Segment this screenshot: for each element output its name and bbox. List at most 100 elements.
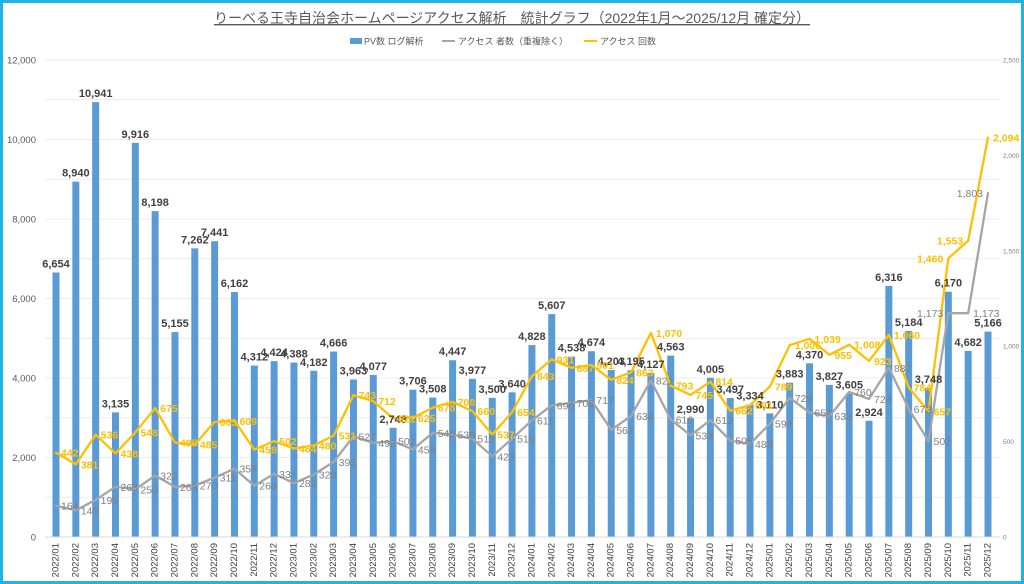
visitors-point [649,379,652,382]
visits-point [748,404,752,407]
x-axis-tick-label: 2024/06 [626,543,637,577]
visits-data-label: 678 [438,403,456,415]
pv-data-label: 2,924 [855,407,883,419]
pv-data-label: 3,508 [419,384,447,396]
visitors-data-label: 250 [140,484,158,496]
visits-point [510,411,514,414]
x-axis-tick-label: 2022/01 [51,543,62,577]
visitors-point [550,404,553,407]
visits-point [907,386,910,389]
visits-point [332,434,335,437]
pv-bar [568,356,576,537]
visitors-point [253,484,256,487]
y-axis-tick-label: 4,000 [12,374,36,385]
visits-data-label: 708 [458,397,476,409]
pv-data-label: 3,706 [399,376,427,388]
x-axis-tick-label: 2025/03 [804,543,815,577]
pv-data-label: 4,682 [954,337,982,349]
visits-data-label: 464 [299,443,317,455]
x-axis-tick-label: 2025/01 [764,543,775,577]
visits-line [55,137,990,466]
visits-data-label: 458 [259,445,277,457]
visitors-point [114,485,117,488]
visitors-data-label: 1,173 [973,308,999,320]
visits-point [828,353,831,356]
y2-axis-tick-label: 2,000 [1003,153,1020,160]
pv-bar [607,369,615,537]
pv-data-label: 5,607 [538,300,566,312]
pv-bar [468,378,476,537]
visits-point [927,410,930,413]
x-axis-tick-label: 2022/09 [209,543,220,577]
visits-point [253,448,256,451]
pv-bar [865,420,873,537]
visits-data-label: 1,039 [815,334,841,346]
pv-bar [488,397,496,537]
visitors-data-label: 493 [378,438,396,450]
pv-data-label: 8,940 [62,168,90,180]
x-axis-tick-label: 2023/01 [288,543,299,577]
pv-data-label: 2,748 [379,414,407,426]
pv-data-label: 4,312 [241,352,269,364]
visits-data-label: 824 [616,375,634,387]
y2-axis-tick-label: 1,000 [1003,344,1020,351]
visitors-data-label: 612 [715,415,733,427]
visits-data-label: 743 [358,390,376,402]
visitors-point [173,485,177,488]
visits-data-label: 843 [537,371,555,383]
visitors-point [848,390,851,394]
x-axis-tick-label: 2023/09 [447,543,458,577]
pv-data-label: 9,916 [122,129,150,141]
visitors-data-label: 533 [696,430,714,442]
pv-bar [211,241,219,537]
pv-data-label: 6,654 [42,259,70,271]
visits-point [273,440,276,443]
visitors-data-label: 164 [61,501,79,513]
x-axis-tick-label: 2022/06 [150,543,161,577]
visits-point [986,136,990,139]
visits-point [74,463,77,466]
pv-data-label: 3,497 [716,384,744,396]
x-axis-tick-label: 2025/07 [883,543,894,577]
visitors-data-label: 263 [120,482,138,494]
visitors-data-label: 282 [299,478,317,490]
pv-bar [627,370,635,537]
visits-data-label: 1,070 [656,328,682,340]
visits-point [193,443,196,446]
visitors-point [729,439,732,442]
pv-data-label: 3,500 [478,384,506,396]
visits-point [729,409,732,412]
pv-data-label: 3,334 [736,390,764,402]
legend-label-pv: PV数 ログ解析 [364,36,424,47]
visitors-data-label: 527 [358,431,376,443]
x-axis-tick-label: 2024/10 [705,543,716,577]
pv-bar [548,314,556,537]
visitors-point [134,488,137,491]
visitors-point [273,472,276,475]
visits-point [629,371,633,374]
x-axis-tick-label: 2022/04 [110,543,121,577]
x-axis-tick-label: 2023/12 [507,543,518,577]
pv-bar [151,211,159,537]
x-axis-tick-label: 2024/07 [645,543,656,577]
pv-bar [587,351,595,537]
visits-data-label: 1,060 [894,330,920,342]
pv-bar [349,379,357,537]
x-axis-tick-label: 2023/05 [368,543,379,577]
visitors-data-label: 328 [319,469,337,481]
visits-point [550,358,553,361]
pv-data-label: 6,162 [221,278,249,290]
pv-bars [52,102,992,538]
visits-point [967,239,970,242]
visitors-point [510,437,514,440]
pv-bar [429,397,437,537]
visitors-point [947,312,950,315]
y-axis-tick-label: 8,000 [12,215,36,226]
x-axis-tick-label: 2023/10 [467,543,478,577]
visits-point [451,400,454,404]
x-axis-tick-label: 2023/04 [348,543,359,577]
pv-bar [330,351,338,537]
x-axis-tick-label: 2023/02 [308,543,319,577]
visitors-point [629,414,633,418]
pv-data-label: 4,666 [320,338,348,350]
